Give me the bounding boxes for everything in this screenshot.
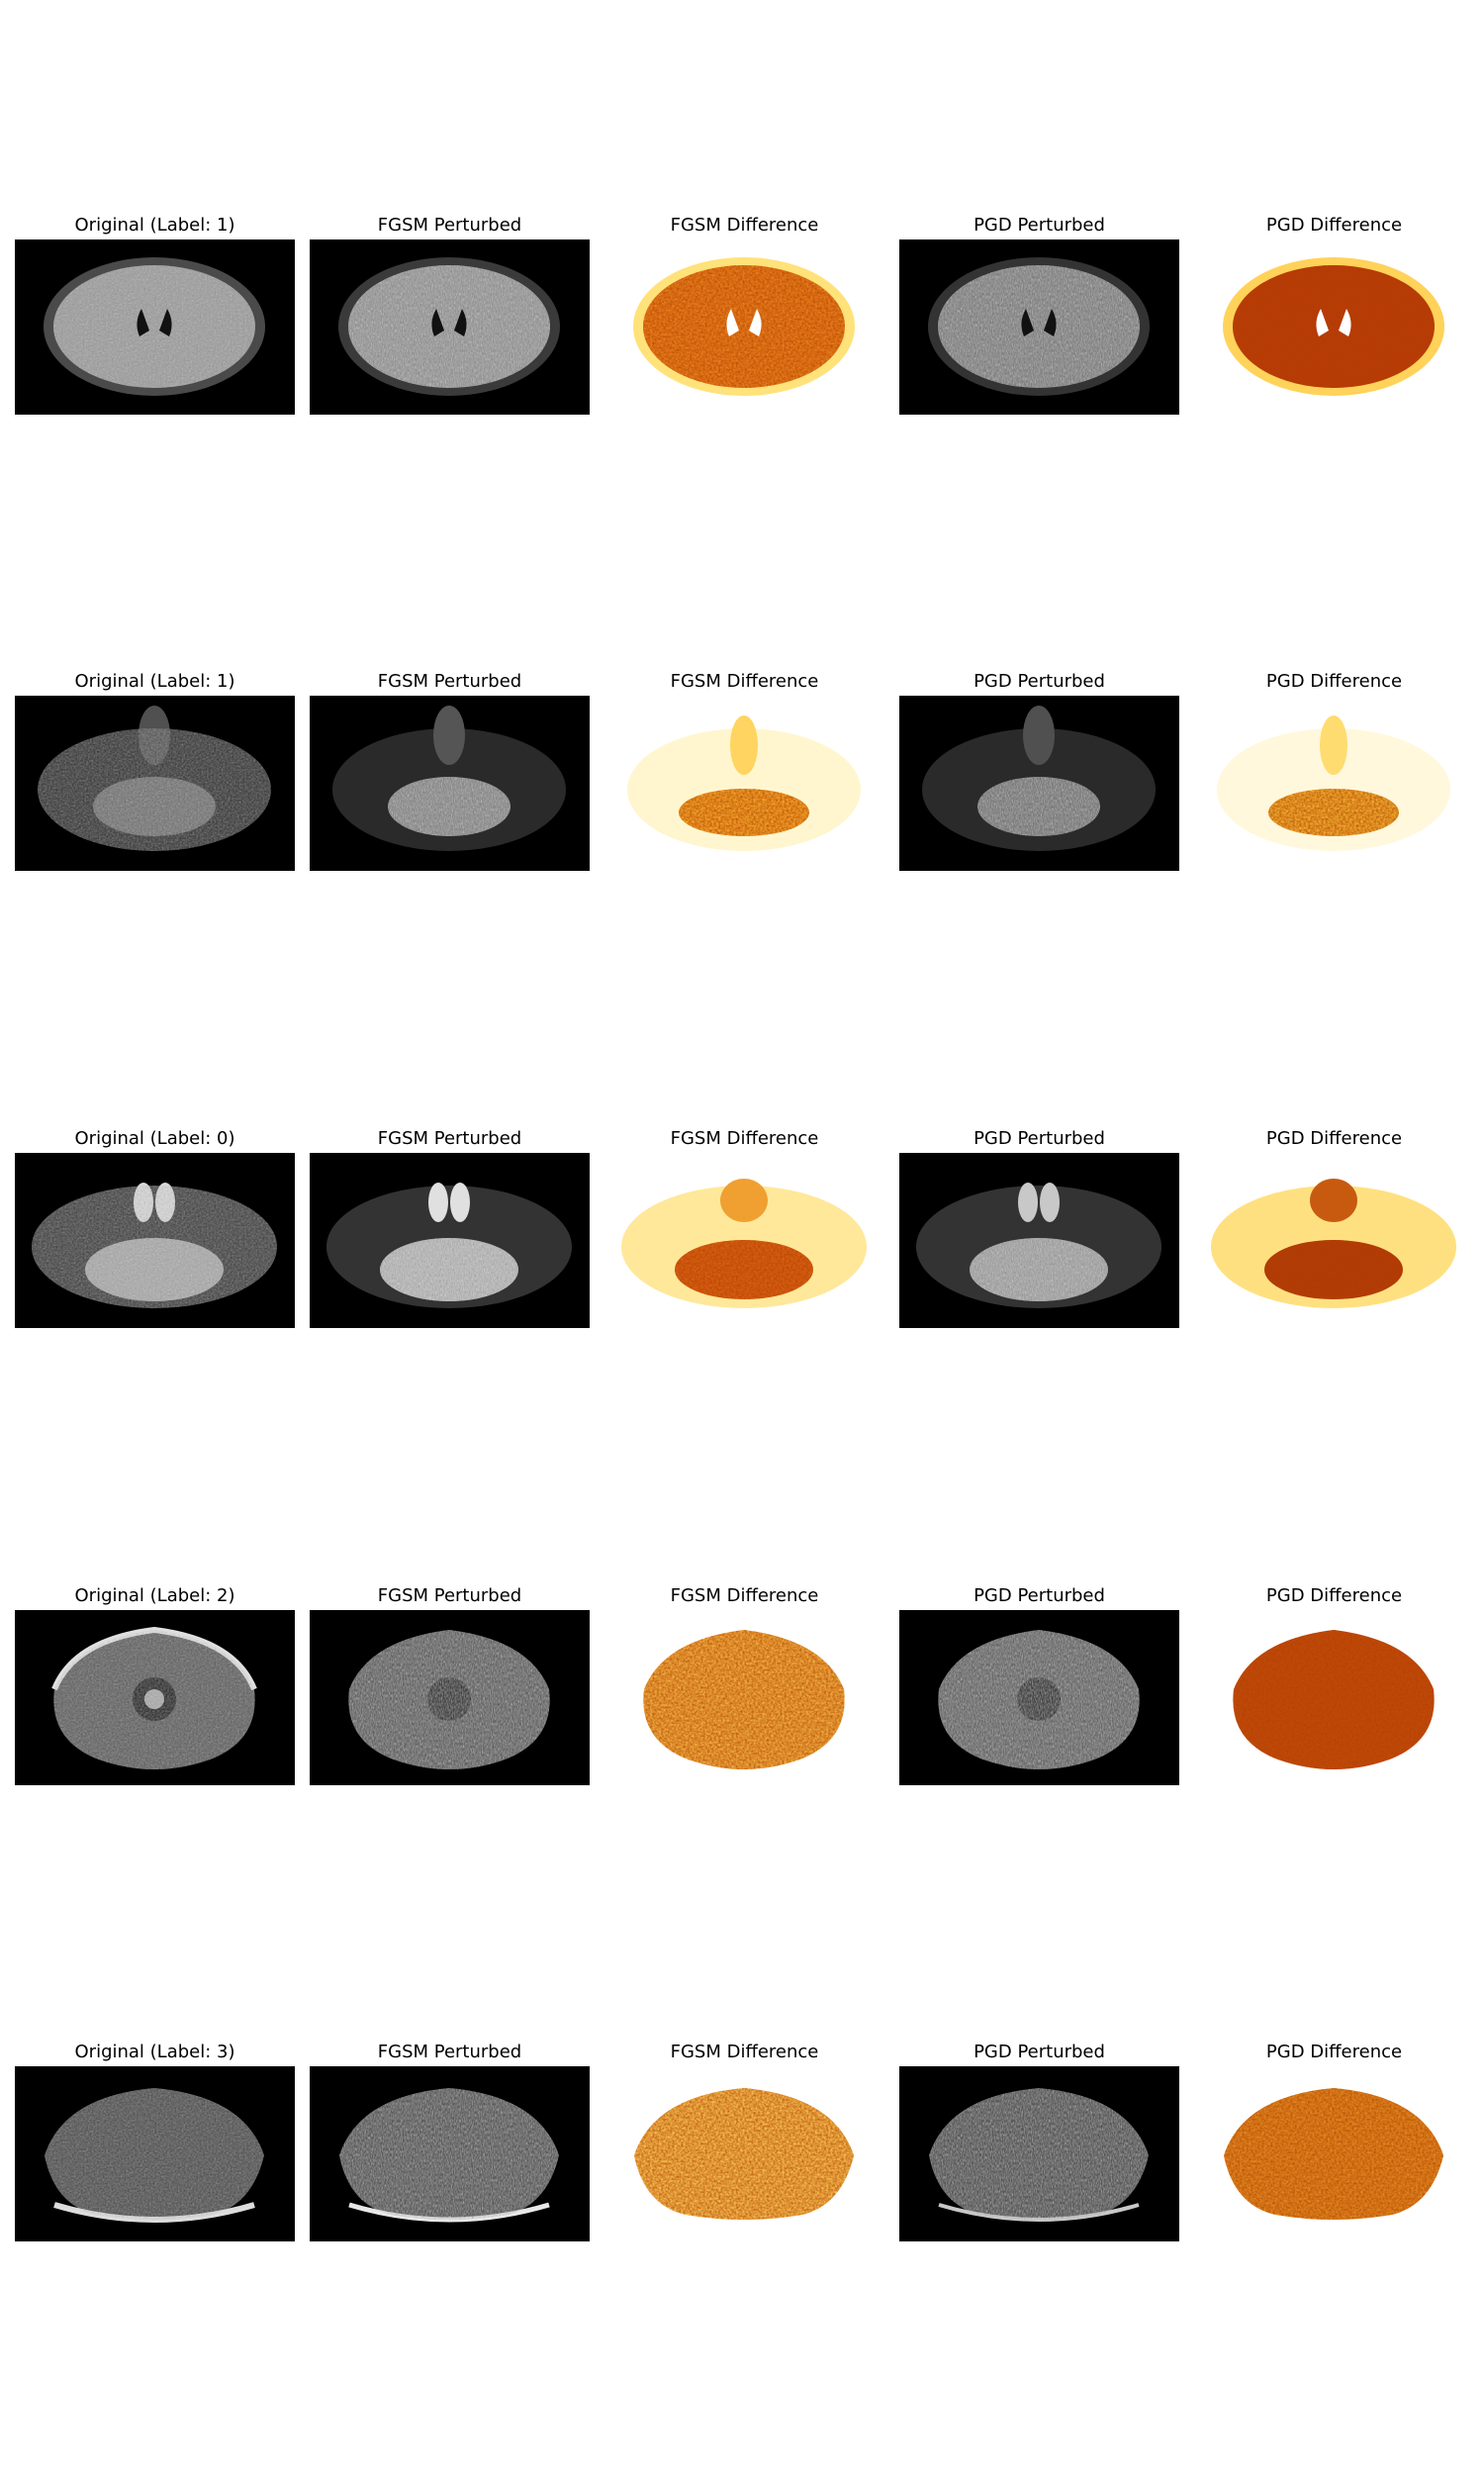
panel-title: PGD Difference <box>1265 1128 1403 1149</box>
panel-title: FGSM Difference <box>670 215 819 236</box>
mri-original-image <box>15 239 295 415</box>
panel-title: Original (Label: 3) <box>74 2042 235 2062</box>
difference-heatmap <box>1194 239 1474 415</box>
mri-original-image <box>15 1153 295 1328</box>
difference-heatmap <box>1194 1610 1474 1785</box>
mri-perturbed-image <box>310 239 590 415</box>
difference-heatmap <box>1194 1153 1474 1328</box>
difference-heatmap <box>604 2066 884 2241</box>
difference-heatmap <box>604 1153 884 1328</box>
panel-title: FGSM Difference <box>670 1128 819 1149</box>
mri-perturbed-image <box>310 2066 590 2241</box>
mri-perturbed-image <box>899 2066 1179 2241</box>
panel-title: FGSM Difference <box>670 2042 819 2062</box>
difference-heatmap <box>604 239 884 415</box>
panel-title: PGD Difference <box>1265 2042 1403 2062</box>
mri-original-image <box>15 2066 295 2241</box>
panel-title: PGD Perturbed <box>974 671 1105 692</box>
panel-title: PGD Difference <box>1265 1585 1403 1606</box>
panel-title: FGSM Perturbed <box>377 1128 522 1149</box>
panel-title: Original (Label: 0) <box>74 1128 235 1149</box>
mri-original-image <box>15 696 295 871</box>
panel-title: FGSM Perturbed <box>377 1585 522 1606</box>
difference-heatmap <box>604 1610 884 1785</box>
panel-title: FGSM Difference <box>670 671 819 692</box>
difference-heatmap <box>1194 2066 1474 2241</box>
panel-title: PGD Perturbed <box>974 1128 1105 1149</box>
panel-title: FGSM Perturbed <box>377 671 522 692</box>
mri-perturbed-image <box>310 696 590 871</box>
panel-title: Original (Label: 1) <box>74 215 235 236</box>
difference-heatmap <box>1194 696 1474 871</box>
mri-perturbed-image <box>899 239 1179 415</box>
difference-heatmap <box>604 696 884 871</box>
panel-title: PGD Perturbed <box>974 215 1105 236</box>
panel-title: PGD Difference <box>1265 215 1403 236</box>
mri-perturbed-image <box>899 696 1179 871</box>
panel-title: PGD Perturbed <box>974 1585 1105 1606</box>
mri-perturbed-image <box>899 1153 1179 1328</box>
panel-title: PGD Perturbed <box>974 2042 1105 2062</box>
panel-title: Original (Label: 2) <box>74 1585 235 1606</box>
mri-perturbed-image <box>899 1610 1179 1785</box>
mri-original-image <box>15 1610 295 1785</box>
mri-perturbed-image <box>310 1610 590 1785</box>
panel-title: FGSM Difference <box>670 1585 819 1606</box>
panel-title: Original (Label: 1) <box>74 671 235 692</box>
panel-title: FGSM Perturbed <box>377 215 522 236</box>
panel-title: PGD Difference <box>1265 671 1403 692</box>
panel-title: FGSM Perturbed <box>377 2042 522 2062</box>
mri-perturbed-image <box>310 1153 590 1328</box>
